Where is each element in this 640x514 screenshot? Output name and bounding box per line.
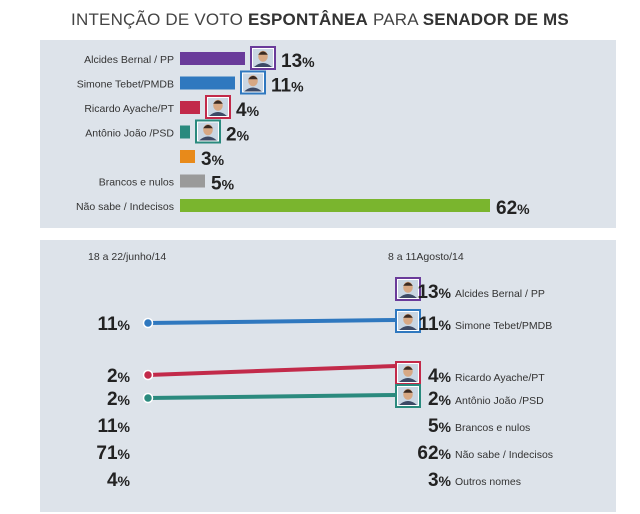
title-part-1: INTENÇÃO DE VOTO (71, 10, 248, 29)
row-label-brancos-e-nulos: Brancos e nulos (455, 422, 530, 434)
bar-label-nao-sabe-indecisos: Não sabe / Indecisos (76, 201, 174, 213)
bar-value-nao-sabe-indecisos: 62% (496, 198, 530, 219)
period-left-label: 18 a 22/junho/14 (88, 251, 166, 263)
left-value-brancos-e-nulos: 11% (97, 416, 130, 437)
bar-value-ricardo-ayache-pt: 4% (236, 100, 260, 121)
trend-start-ricardo-ayache-pt (142, 369, 154, 381)
bar-simone-tebet-pmdb (180, 76, 235, 90)
right-value-alcides-bernal-pp: 13% (417, 282, 451, 303)
bar-chart: Alcides Bernal / PP 13% Simone Tebet/PMDB 1… (76, 46, 530, 219)
photo-antonio-joao-psd-shoulders (399, 401, 417, 405)
right-value-antonio-joao-psd: 2% (428, 389, 452, 410)
photo-simone-tebet-pmdb-hair (403, 314, 413, 318)
photo-simone-tebet-pmdb-shoulders (399, 326, 417, 330)
photo-simone-tebet-pmdb-shoulders (244, 87, 262, 92)
row-label-simone-tebet-pmdb: Simone Tebet/PMDB (455, 320, 552, 332)
photo-ricardo-ayache-pt-shoulders (209, 112, 227, 116)
bar-label-simone-tebet-pmdb: Simone Tebet/PMDB (77, 79, 174, 91)
bar-value-antonio-joao-psd: 2% (226, 125, 250, 146)
right-value-outros-nomes: 3% (428, 470, 452, 491)
bar-alcides-bernal-pp (180, 52, 245, 65)
title-part-3: PARA (368, 10, 423, 29)
trend-line-ricardo-ayache-pt (147, 364, 397, 377)
photo-simone-tebet-pmdb-hair (248, 75, 258, 80)
left-value-outros-nomes: 4% (107, 470, 131, 491)
row-label-antonio-joao-psd: Antônio João /PSD (455, 395, 544, 407)
photo-ricardo-ayache-pt-shoulders (399, 378, 417, 382)
photo-antonio-joao-psd (195, 119, 221, 144)
row-label-outros-nomes: Outros nomes (455, 476, 521, 488)
right-value-ricardo-ayache-pt: 4% (428, 366, 452, 387)
comparison-panel: 18 a 22/junho/14 8 a 11Agosto/14 13% Alcide… (40, 240, 616, 512)
bar-label-antonio-joao-psd: Antônio João /PSD (85, 128, 174, 140)
photo-alcides-bernal-pp-shoulders (254, 63, 272, 67)
photo-ricardo-ayache-pt (395, 361, 421, 385)
bar-value-row: 3% (201, 149, 225, 170)
bar-value-simone-tebet-pmdb: 11% (271, 76, 304, 97)
comparison-chart: 18 a 22/junho/14 8 a 11Agosto/14 13% Alcide… (88, 251, 553, 491)
row-label-alcides-bernal-pp: Alcides Bernal / PP (455, 288, 545, 300)
trend-line-simone-tebet-pmdb (147, 318, 397, 325)
photo-ricardo-ayache-pt (205, 95, 231, 119)
photo-simone-tebet-pmdb (240, 70, 266, 95)
bar-row (180, 150, 195, 163)
chart-title: INTENÇÃO DE VOTO ESPONTÂNEA PARA SENADOR… (0, 10, 640, 30)
right-value-nao-sabe-indecisos: 62% (417, 443, 451, 464)
current-poll-panel: Alcides Bernal / PP 13% Simone Tebet/PMDB 1… (40, 40, 616, 228)
right-value-simone-tebet-pmdb: 11% (418, 314, 451, 335)
left-value-antonio-joao-psd: 2% (107, 389, 131, 410)
photo-antonio-joao-psd-hair (403, 389, 413, 393)
photo-simone-tebet-pmdb (395, 309, 421, 333)
right-value-brancos-e-nulos: 5% (428, 416, 452, 437)
left-value-ricardo-ayache-pt: 2% (107, 366, 131, 387)
title-part-4: SENADOR DE MS (422, 10, 569, 29)
trend-start-simone-tebet-pmdb (142, 317, 154, 329)
bar-antonio-joao-psd (180, 125, 190, 139)
photo-alcides-bernal-pp-hair (258, 51, 268, 55)
photo-antonio-joao-psd-shoulders (199, 136, 217, 141)
bar-nao-sabe-indecisos (180, 199, 490, 212)
bar-label-brancos-e-nulos: Brancos e nulos (99, 177, 174, 189)
row-label-ricardo-ayache-pt: Ricardo Ayache/PT (455, 372, 545, 384)
period-right-label: 8 a 11Agosto/14 (388, 251, 464, 263)
left-value-simone-tebet-pmdb: 11% (97, 314, 130, 335)
trend-start-antonio-joao-psd (142, 392, 154, 404)
bar-brancos-e-nulos (180, 174, 205, 188)
bar-ricardo-ayache-pt (180, 101, 200, 114)
photo-antonio-joao-psd (395, 384, 421, 408)
bar-label-ricardo-ayache-pt: Ricardo Ayache/PT (84, 103, 174, 115)
photo-alcides-bernal-pp-shoulders (399, 294, 417, 298)
left-value-nao-sabe-indecisos: 71% (96, 443, 130, 464)
photo-alcides-bernal-pp-hair (403, 282, 413, 286)
photo-ricardo-ayache-pt-hair (213, 100, 223, 104)
row-label-nao-sabe-indecisos: Não sabe / Indecisos (455, 449, 553, 461)
bar-value-brancos-e-nulos: 5% (211, 174, 235, 195)
photo-alcides-bernal-pp (395, 277, 421, 301)
trend-line-antonio-joao-psd (147, 393, 397, 400)
bar-label-alcides-bernal-pp: Alcides Bernal / PP (84, 54, 174, 66)
title-part-2: ESPONTÂNEA (247, 10, 369, 29)
photo-alcides-bernal-pp (250, 46, 276, 70)
photo-antonio-joao-psd-hair (203, 124, 213, 129)
photo-ricardo-ayache-pt-hair (403, 366, 413, 370)
bar-value-alcides-bernal-pp: 13% (281, 51, 315, 72)
